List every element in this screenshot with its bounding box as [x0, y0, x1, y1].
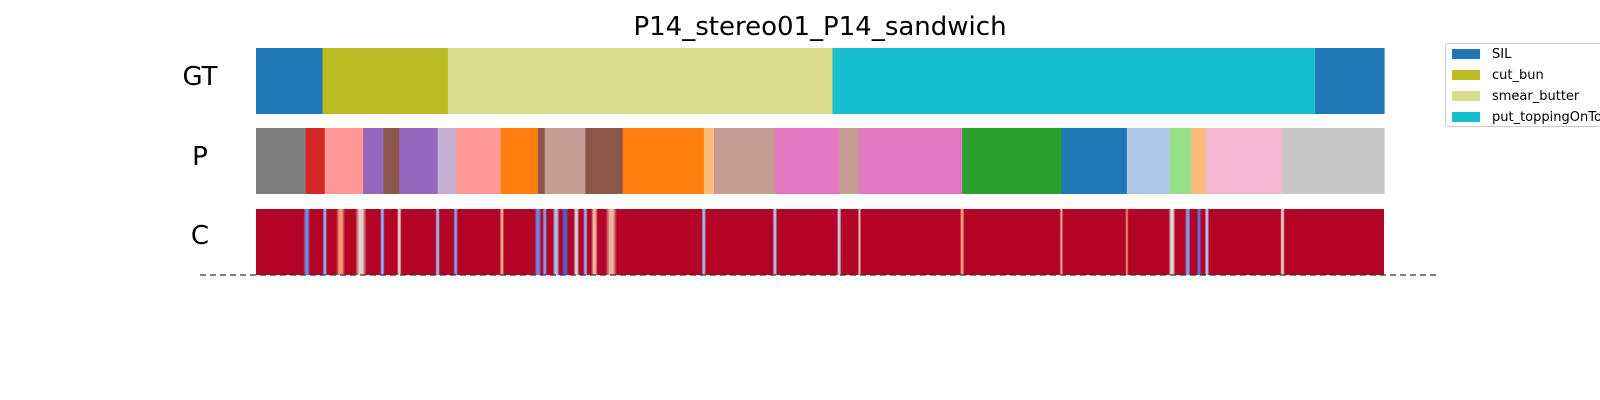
- prediction-segment-15: [774, 128, 840, 194]
- prediction-segment-23: [1205, 128, 1284, 194]
- prediction-segment-20: [1126, 128, 1171, 194]
- prediction-segment-14: [713, 128, 776, 194]
- legend-swatch-sil: [1452, 49, 1480, 59]
- legend-item-smear-butter: smear_butter: [1452, 86, 1579, 106]
- prediction-segment-12: [622, 128, 705, 194]
- prediction-row: [256, 128, 1385, 194]
- gt-segment-2: [447, 48, 834, 114]
- prediction-segment-18: [962, 128, 1062, 194]
- prediction-segment-10: [544, 128, 586, 194]
- prediction-segment-24: [1282, 128, 1385, 194]
- legend-swatch-cut-bun: [1452, 70, 1480, 80]
- row-label-c: C: [190, 221, 210, 251]
- prediction-segment-16: [839, 128, 861, 194]
- gt-segment-3: [832, 48, 1316, 114]
- prediction-segment-11: [585, 128, 624, 194]
- gt-row: [256, 48, 1385, 114]
- prediction-segment-22: [1191, 128, 1207, 194]
- row-label-p: P: [192, 142, 208, 172]
- legend-label-cut-bun: cut_bun: [1492, 67, 1544, 83]
- legend: SIL cut_bun smear_butter put_toppingOnTo: [1445, 43, 1600, 127]
- prediction-segment-17: [859, 128, 963, 194]
- prediction-segment-7: [455, 128, 502, 194]
- prediction-segment-21: [1169, 128, 1192, 194]
- prediction-segment-0: [256, 128, 307, 194]
- prediction-segment-8: [500, 128, 539, 194]
- prediction-segment-9: [538, 128, 546, 194]
- confidence-row: [256, 209, 1384, 275]
- legend-label-smear-butter: smear_butter: [1492, 88, 1580, 104]
- legend-item-cut-bun: cut_bun: [1452, 65, 1544, 85]
- legend-label-sil: SIL: [1492, 46, 1512, 62]
- gt-segment-0: [256, 48, 324, 114]
- legend-item-put-topping: put_toppingOnTo: [1452, 107, 1600, 127]
- legend-swatch-smear-butter: [1452, 91, 1480, 101]
- prediction-segment-5: [399, 128, 439, 194]
- legend-item-sil: SIL: [1452, 44, 1511, 64]
- prediction-segment-19: [1061, 128, 1128, 194]
- prediction-segment-4: [383, 128, 400, 194]
- row-label-gt: GT: [182, 62, 218, 92]
- gt-segment-1: [322, 48, 449, 114]
- prediction-segment-13: [703, 128, 715, 194]
- chart-title: P14_stereo01_P14_sandwich: [633, 12, 1007, 42]
- legend-swatch-put-topping: [1452, 112, 1480, 122]
- prediction-segment-6: [437, 128, 457, 194]
- legend-label-put-topping: put_toppingOnTo: [1492, 109, 1600, 125]
- prediction-segment-3: [363, 128, 385, 194]
- gt-segment-4: [1315, 48, 1385, 114]
- prediction-segment-1: [305, 128, 326, 194]
- prediction-segment-2: [324, 128, 364, 194]
